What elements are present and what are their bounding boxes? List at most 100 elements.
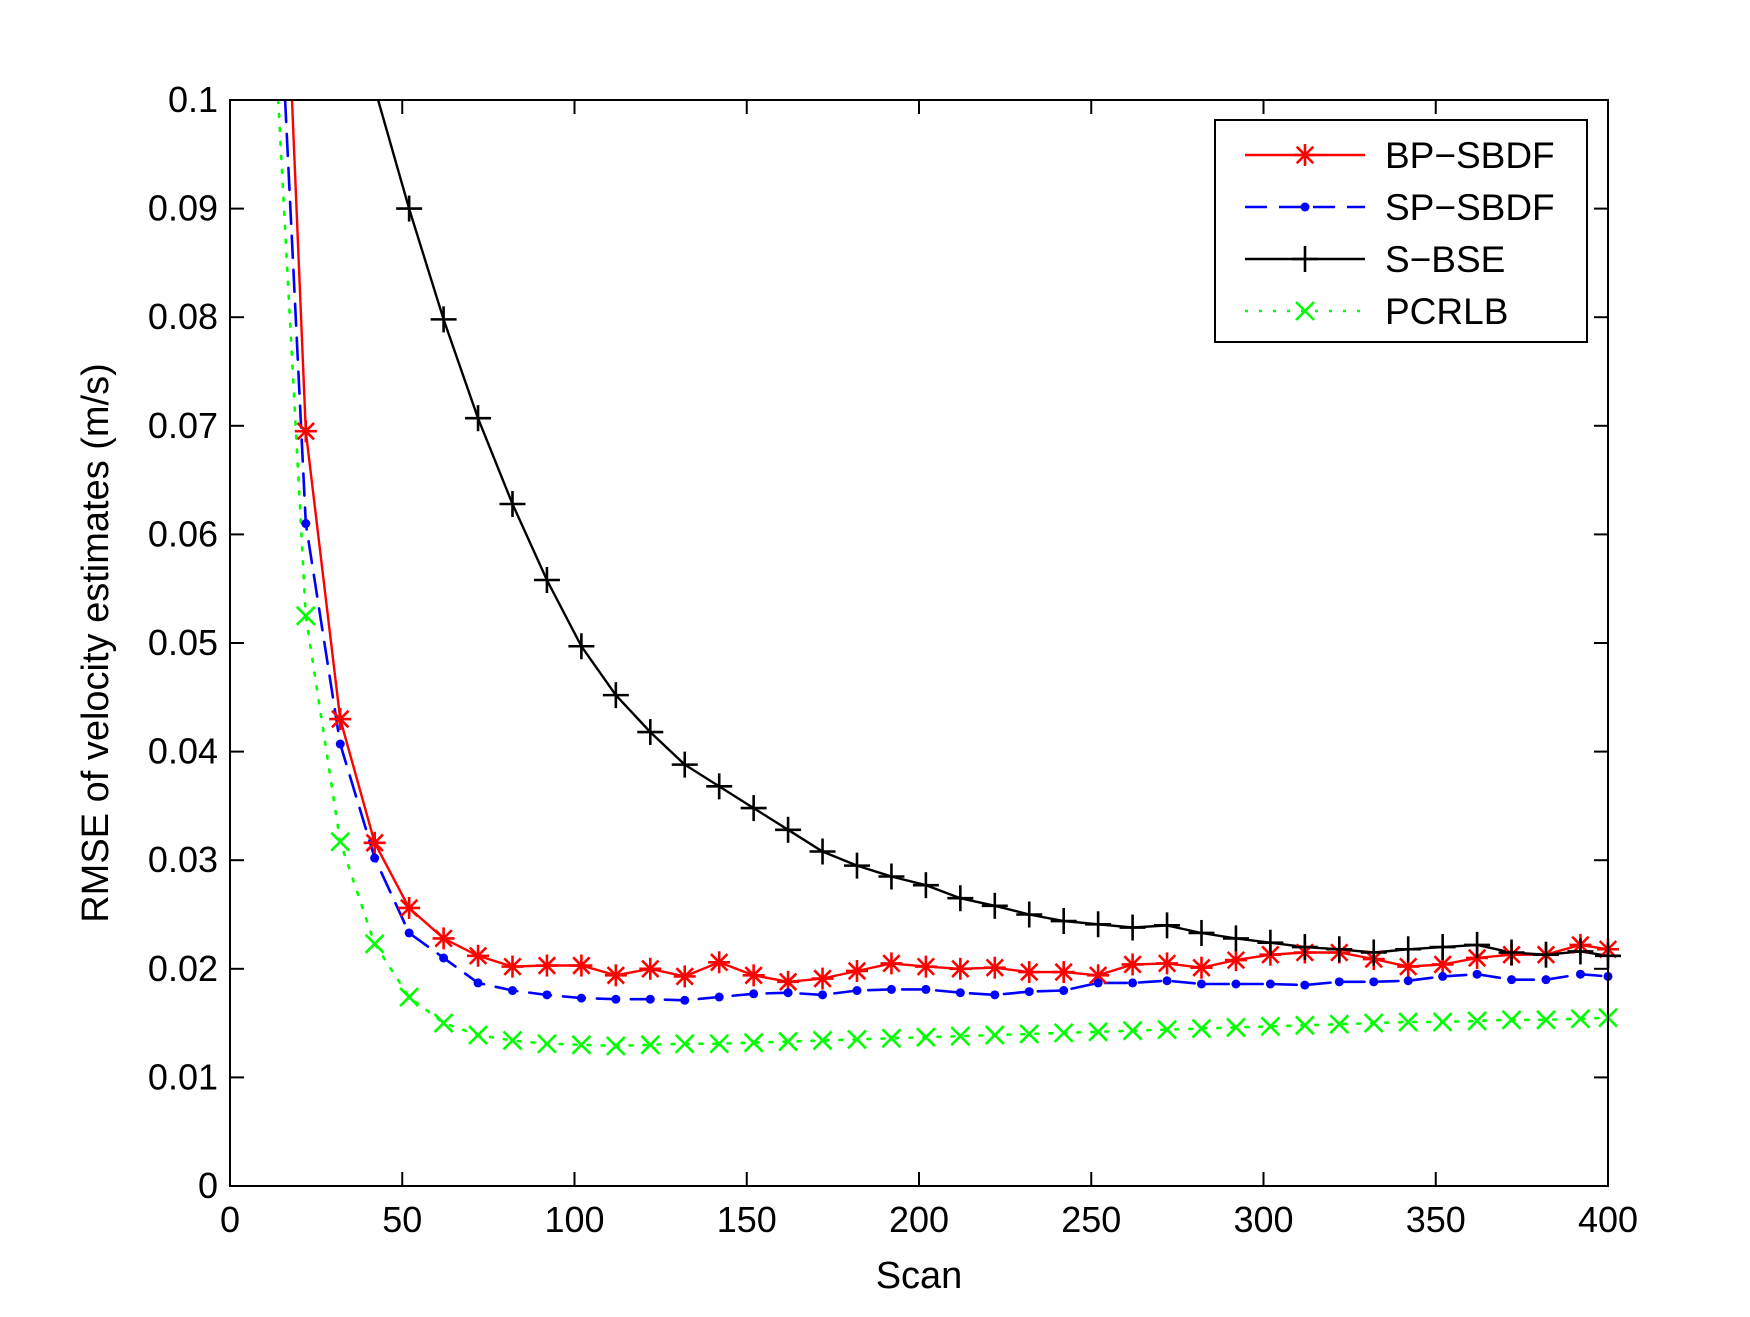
series-3-point (812, 1030, 833, 1051)
legend-label-3: PCRLB (1385, 291, 1508, 332)
series-1-point (1541, 975, 1551, 985)
series-2-point (396, 195, 423, 222)
legend-marker-3 (1295, 301, 1315, 321)
x-tick-label: 150 (717, 1199, 777, 1240)
series-1-point (1403, 976, 1413, 986)
series-1-point (1093, 978, 1103, 988)
series-2-point (1567, 938, 1594, 965)
x-tick-label: 0 (220, 1199, 240, 1240)
y-tick-label: 0 (198, 1165, 218, 1206)
series-1-point (921, 984, 931, 994)
series-0-point (1156, 952, 1179, 975)
series-1-point (852, 986, 862, 996)
series-1-point (1334, 977, 1344, 987)
legend-marker-1 (1300, 202, 1310, 212)
series-2-point (1395, 936, 1422, 963)
series-1-point (886, 984, 896, 994)
y-tick-label: 0.08 (148, 296, 218, 337)
legend-label-1: SP−SBDF (1385, 187, 1555, 228)
legend-label-2: S−BSE (1385, 239, 1505, 280)
series-0-point (845, 959, 868, 982)
series-0-point (1018, 961, 1041, 984)
series-2-point (1498, 939, 1525, 966)
series-1-point (1059, 986, 1069, 996)
series-0-point (294, 420, 317, 443)
series-1-point (301, 519, 311, 529)
series-3-point (1536, 1009, 1556, 1030)
series-1-point (611, 994, 621, 1004)
y-tick-label: 0.09 (148, 188, 218, 229)
series-3-point (709, 1033, 730, 1054)
series-2-point (637, 719, 664, 746)
series-2-point (1326, 936, 1353, 963)
series-2-point (981, 892, 1008, 919)
series-3-point (1088, 1021, 1109, 1042)
legend-box (1214, 119, 1588, 343)
series-2-point (465, 405, 492, 432)
series-3-point (1053, 1022, 1074, 1043)
legend-label-0: BP−SBDF (1385, 135, 1555, 176)
x-axis-label: Scan (876, 1255, 963, 1297)
x-tick-label: 250 (1061, 1199, 1121, 1240)
x-tick-label: 350 (1406, 1199, 1466, 1240)
series-0-point (570, 954, 593, 977)
series-1-point (645, 994, 655, 1004)
series-3-point (1501, 1009, 1522, 1030)
series-1-point (680, 995, 690, 1005)
series-2-point (1050, 908, 1077, 935)
series-2-point (843, 852, 870, 879)
series-0-point (398, 896, 421, 919)
series-2-point (568, 633, 595, 660)
series-0-point (467, 944, 490, 967)
series-3-point (571, 1034, 592, 1055)
series-1-point (1369, 977, 1379, 987)
x-tick-label: 50 (382, 1199, 422, 1240)
legend: BP−SBDF SP−SBDF S−BSE PCRLB (1214, 119, 1588, 343)
series-0-point (432, 927, 455, 950)
series-3-point (433, 1013, 454, 1034)
series-3-point (1432, 1012, 1453, 1032)
series-1-point (1472, 969, 1482, 979)
series-3-point (1226, 1017, 1246, 1038)
series-3-point (399, 987, 420, 1007)
series-0-point (363, 831, 386, 854)
series-3-point (778, 1031, 799, 1052)
x-tick-label: 100 (544, 1199, 604, 1240)
series-3-point (1122, 1020, 1143, 1041)
series-1-point (1024, 987, 1034, 997)
series-0-point (639, 957, 662, 980)
series-0-point (742, 964, 765, 987)
y-tick-label: 0.05 (148, 622, 218, 663)
series-1-point (955, 988, 965, 998)
series-2-point (1360, 939, 1387, 966)
series-2-point (533, 567, 560, 594)
series-2-point (1188, 919, 1215, 946)
series-1-point (1265, 979, 1275, 989)
series-3-point (743, 1032, 764, 1053)
series-0-point (811, 967, 834, 990)
series-1-point (1231, 979, 1241, 989)
series-0-point (604, 964, 627, 987)
series-3-point (1260, 1016, 1281, 1037)
y-axis-label: RMSE of velocity estimates (m/s) (75, 363, 117, 923)
series-1-point (990, 990, 1000, 1000)
series-3-point (605, 1035, 626, 1056)
series-1-point (576, 993, 586, 1003)
series-2-point (602, 682, 629, 709)
x-tick-label: 400 (1578, 1199, 1638, 1240)
series-3-point (1398, 1012, 1419, 1032)
series-1-point (507, 986, 517, 996)
series-2-point (706, 773, 733, 800)
series-3-point (1294, 1015, 1315, 1036)
series-1-point (335, 739, 345, 749)
y-tick-label: 0.02 (148, 948, 218, 989)
series-3-point (950, 1026, 971, 1047)
series-1-point (439, 953, 449, 963)
series-1-point (404, 928, 414, 938)
series-1-point (1162, 976, 1172, 986)
series-2-point (1464, 931, 1491, 958)
series-2-point (1154, 912, 1181, 939)
series-1-point (542, 990, 552, 1000)
series-2-point (1016, 901, 1043, 928)
